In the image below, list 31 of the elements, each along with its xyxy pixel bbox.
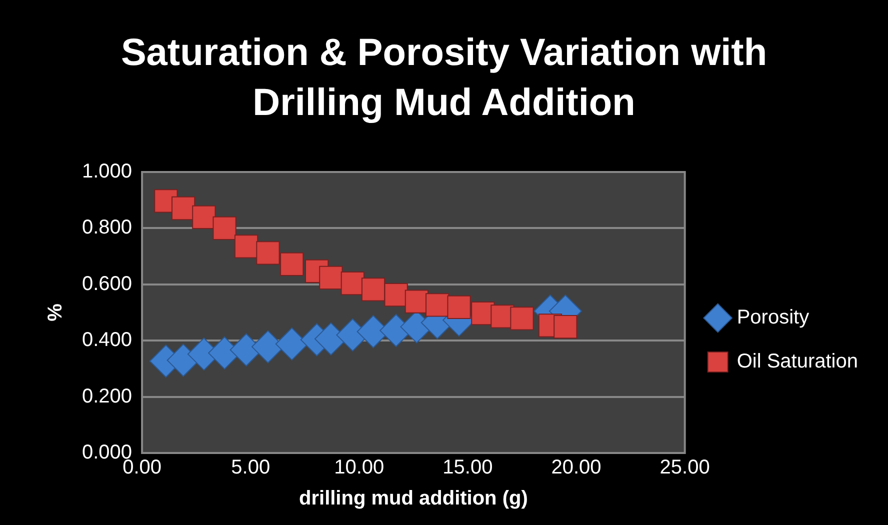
- x-tick-label: 10.00: [334, 456, 384, 479]
- chart-title: Saturation & Porosity Variation with Drilling Mud Addition: [120, 31, 768, 126]
- y-tick-label: 0.800: [82, 216, 132, 239]
- y-tick-label: 0.200: [82, 385, 132, 408]
- x-tick-label: 25.00: [660, 456, 710, 479]
- y-axis-title: %: [44, 303, 67, 322]
- x-axis-title: drilling mud addition (g): [299, 488, 528, 510]
- y-tick-label: 0.600: [82, 272, 132, 295]
- point: [426, 293, 450, 317]
- y-tick-label: 1.000: [82, 160, 132, 183]
- point: [447, 295, 471, 319]
- point: [554, 315, 578, 339]
- point: [275, 327, 308, 360]
- point: [404, 290, 429, 314]
- point: [280, 252, 304, 276]
- legend-label: Oil Saturation: [736, 350, 858, 373]
- x-tick-label: 20.00: [551, 456, 602, 479]
- point: [340, 271, 364, 296]
- point: [510, 306, 534, 330]
- point: [212, 216, 236, 240]
- x-tick-label: 5.00: [231, 456, 270, 479]
- point: [256, 241, 280, 265]
- point: [319, 266, 343, 290]
- point: [234, 234, 258, 258]
- point: [192, 205, 216, 230]
- legend-label: Porosity: [736, 306, 810, 329]
- y-tick-label: 0.400: [82, 329, 132, 352]
- point: [384, 282, 408, 307]
- point: [361, 278, 386, 302]
- x-tick-label: 15.00: [442, 456, 493, 479]
- point: [171, 196, 196, 220]
